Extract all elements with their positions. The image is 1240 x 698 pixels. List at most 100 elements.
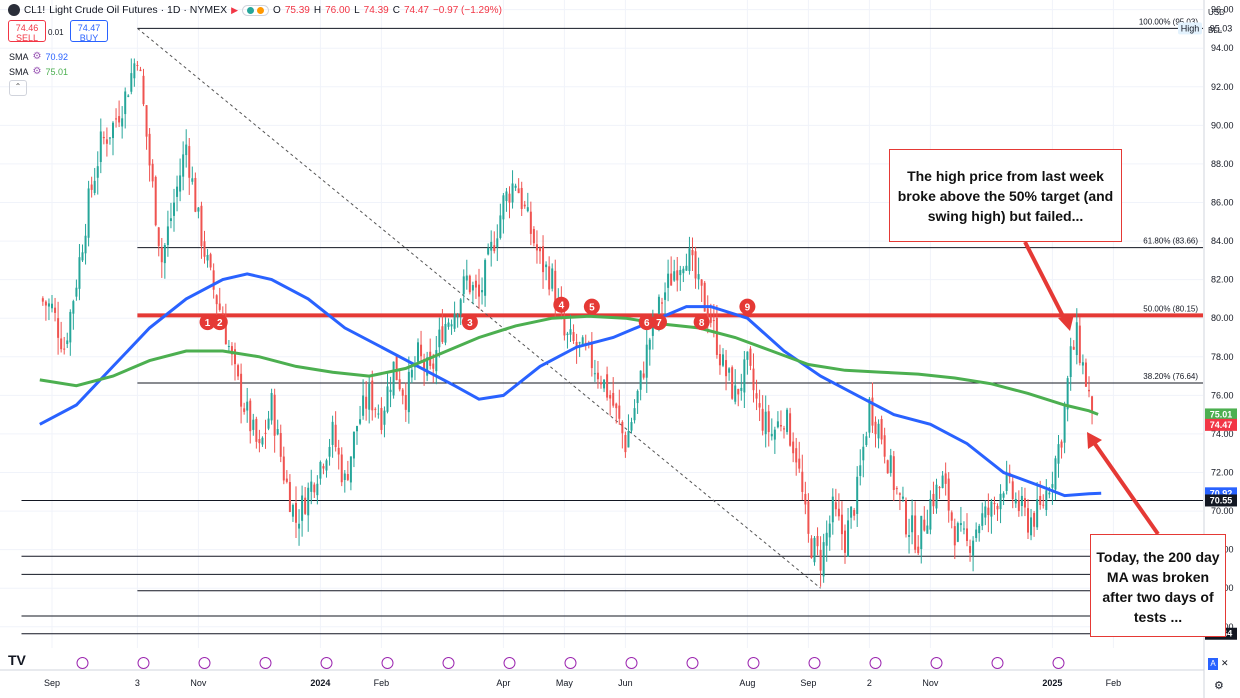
callout-high-price: The high price from last week broke abov…: [889, 149, 1122, 242]
tradingview-logo-icon[interactable]: TV: [8, 652, 26, 668]
event-marker-icon[interactable]: [381, 657, 394, 669]
indicator-settings-icon[interactable]: ⚙: [32, 51, 42, 62]
event-marker-icon[interactable]: [747, 657, 760, 669]
spread-value: 0.01: [48, 28, 64, 37]
candle-body: [51, 303, 53, 309]
candle-body: [1017, 500, 1020, 512]
x-tick-label: 2: [867, 678, 872, 688]
candle-body: [868, 398, 871, 433]
candle-body: [182, 154, 185, 177]
candle-body: [1063, 404, 1066, 443]
event-marker-icon[interactable]: [503, 657, 516, 669]
candle-body: [1042, 504, 1045, 506]
event-marker-icon[interactable]: [991, 657, 1004, 669]
candle-body: [737, 388, 740, 395]
x-tick-label: 2024: [310, 678, 330, 688]
candle-body: [877, 423, 880, 439]
event-marker-icon[interactable]: [76, 657, 89, 669]
sell-button[interactable]: 74.46 SELL: [8, 20, 46, 43]
candle-body: [413, 366, 416, 368]
event-marker-icon[interactable]: [686, 657, 699, 669]
touch-number: 9: [745, 303, 751, 314]
sma-green-line: [39, 314, 1099, 416]
candle-body: [1066, 378, 1069, 410]
candle-body: [41, 298, 44, 302]
x-tick-label: Jun: [618, 678, 633, 688]
candle-body: [999, 493, 1002, 510]
candle-body: [337, 447, 340, 455]
candle-body: [703, 282, 706, 312]
candle-body: [740, 387, 743, 391]
candle-body: [962, 528, 965, 530]
candle-body: [508, 193, 511, 203]
candle-body: [966, 528, 968, 541]
indicator-settings-icon[interactable]: ⚙: [32, 66, 42, 77]
event-marker-icon[interactable]: [869, 657, 882, 669]
candle-body: [767, 411, 770, 433]
event-marker-icon[interactable]: [198, 657, 211, 669]
event-marker-icon[interactable]: [808, 657, 821, 669]
candle-body: [801, 471, 804, 492]
candle-body: [542, 246, 545, 273]
candle-body: [307, 487, 310, 516]
symbol[interactable]: CL1!: [24, 4, 46, 16]
collapse-legend-icon[interactable]: ⌃: [9, 80, 27, 96]
candle-body: [712, 320, 715, 322]
candle-body: [392, 361, 395, 396]
candle-body: [792, 441, 795, 454]
candle-body: [273, 394, 276, 436]
event-marker-icon[interactable]: [625, 657, 638, 669]
candle-body: [99, 131, 102, 163]
candle-body: [956, 523, 959, 542]
candle-body: [908, 535, 911, 537]
candle-body: [911, 515, 914, 533]
chart-settings-gear-icon[interactable]: ⚙: [1214, 680, 1224, 692]
candle-body: [938, 487, 941, 489]
axis-unit[interactable]: BLL: [1208, 26, 1223, 35]
x-tick-label: Nov: [922, 678, 939, 688]
buy-button[interactable]: 74.47 BUY: [70, 20, 108, 43]
candle-body: [502, 195, 505, 220]
candle-body: [840, 514, 843, 535]
fib-level-label: 100.00% (95.03): [1139, 17, 1198, 26]
y-tick-label: 74.00: [1211, 429, 1234, 439]
candle-body: [831, 496, 834, 523]
axis-currency[interactable]: USD: [1208, 8, 1225, 17]
candle-body: [206, 254, 209, 261]
candle-body: [54, 307, 57, 313]
event-marker-icon[interactable]: [137, 657, 150, 669]
candle-body: [410, 369, 413, 378]
candle-body: [685, 265, 688, 271]
close-icon[interactable]: ✕: [1221, 658, 1229, 668]
candle-body: [548, 266, 551, 290]
add-currency-icon[interactable]: A: [1208, 658, 1218, 670]
flag-icon[interactable]: ▶: [231, 4, 239, 15]
candle-body: [590, 341, 593, 369]
event-marker-icon[interactable]: [564, 657, 577, 669]
indicator-sma-2[interactable]: SMA ⚙ 75.01: [9, 66, 68, 77]
candle-body: [237, 365, 240, 377]
candle-body: [993, 502, 996, 505]
candle-body: [255, 418, 258, 442]
candle-body: [118, 116, 121, 123]
candle-body: [1030, 517, 1033, 536]
candle-body: [121, 118, 124, 127]
event-marker-icon[interactable]: [320, 657, 333, 669]
candle-body: [612, 392, 615, 406]
candle-body: [520, 187, 523, 209]
y-tick-label: 90.00: [1211, 120, 1234, 130]
candle-body: [87, 188, 90, 238]
candle-body: [944, 473, 947, 484]
candle-body: [276, 429, 279, 435]
event-marker-icon[interactable]: [1052, 657, 1065, 669]
event-marker-icon[interactable]: [930, 657, 943, 669]
event-marker-icon[interactable]: [259, 657, 272, 669]
indicator-sma-1[interactable]: SMA ⚙ 70.92: [9, 51, 68, 62]
candle-body: [218, 303, 221, 310]
candle-body: [227, 346, 230, 348]
arrow-high: [1023, 241, 1068, 323]
candle-body: [90, 184, 93, 190]
candle-body: [664, 292, 667, 300]
event-marker-icon[interactable]: [442, 657, 455, 669]
